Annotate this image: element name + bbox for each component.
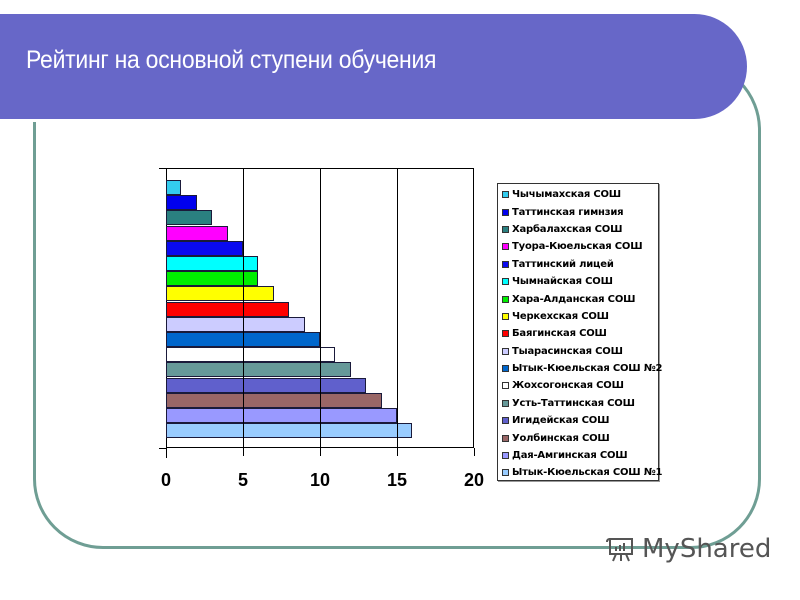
legend-swatch [502,208,509,216]
bar [166,377,367,393]
bar [166,362,351,378]
x-tick [320,448,321,456]
bar [166,392,382,408]
bar [166,347,336,363]
legend-swatch [502,312,509,320]
legend-label: Черкехская СОШ [512,310,609,322]
legend-swatch [502,260,509,268]
slide-title: Рейтинг на основной ступени обучения [26,46,437,74]
legend-item: Тыарасинская СОШ [502,343,658,360]
x-tick-label: 0 [160,470,171,490]
legend-item: Чымнайская СОШ [502,273,658,290]
legend-label: Ытык-Кюельская СОШ №1 [512,467,663,479]
watermark-text: MyShared [642,534,772,564]
watermark: MyShared [606,534,771,564]
legend-label: Ытык-Кюельская СОШ №2 [512,363,663,375]
legend-item: Жохсогонская СОШ [502,377,658,394]
legend-item: Уолбинская СОШ [502,429,658,446]
bar [166,423,413,439]
bar [166,180,182,195]
x-tick [166,448,167,456]
legend-item: Ытык-Кюельская СОШ №1 [502,464,662,481]
legend-swatch [502,382,509,390]
legend-label: Дая-Амгинская СОШ [512,450,628,462]
x-tick-label: 5 [237,470,248,490]
banner-divider [0,119,707,122]
x-tick [474,448,475,456]
legend-label: Чычымахская СОШ [512,189,621,201]
legend-label: Жохсогонская СОШ [512,380,624,392]
legend-item: Игидейская СОШ [502,412,658,429]
legend-swatch [502,295,509,303]
bar [166,225,228,241]
legend-item: Туора-Кюельская СОШ [502,238,658,255]
legend-swatch [502,330,509,338]
legend-label: Хара-Алданская СОШ [512,293,636,305]
legend-item: Усть-Таттинская СОШ [502,395,658,412]
x-tick-label: 10 [309,470,331,490]
legend-label: Туора-Кюельская СОШ [512,241,643,253]
gridline [397,168,398,448]
legend-label: Тыарасинская СОШ [512,345,623,357]
title-banner [0,14,747,122]
bar [166,271,259,287]
legend-item: Таттинский лицей [502,256,658,273]
bar [166,256,259,271]
bar [166,210,213,226]
bar [166,195,197,211]
bar [166,408,397,423]
y-tick [159,448,166,449]
gridline [320,168,321,448]
legend-item: Харбалахская СОШ [502,221,658,238]
legend-swatch [502,452,509,460]
legend-swatch [502,191,509,199]
legend-swatch [502,434,509,442]
bar [166,240,243,256]
bar [166,286,274,302]
legend-swatch [502,243,509,251]
legend-label: Усть-Таттинская СОШ [512,397,635,409]
legend-item: Черкехская СОШ [502,308,658,325]
legend-item: Чычымахская СОШ [502,186,658,203]
x-tick [243,448,244,456]
legend-swatch [502,347,509,355]
gridline [243,168,244,448]
legend-label: Харбалахская СОШ [512,223,623,235]
legend-label: Баягинская СОШ [512,328,607,340]
legend-swatch [502,399,509,407]
bar [166,301,290,317]
legend-item: Ытык-Кюельская СОШ №2 [502,360,662,377]
bar [166,316,305,332]
presentation-board-icon [606,538,633,562]
legend-item: Баягинская СОШ [502,325,658,342]
legend-label: Уолбинская СОШ [512,432,610,444]
x-tick-label: 15 [386,470,408,490]
x-tick [397,448,398,456]
legend-item: Хара-Алданская СОШ [502,290,658,307]
legend-label: Чымнайская СОШ [512,276,613,288]
legend-swatch [502,365,509,373]
chart-legend: Чычымахская СОШ Таттинская гимнзия Харбала… [497,183,662,481]
legend-label: Таттинская гимнзия [512,206,624,218]
legend-swatch [502,278,509,286]
legend-item: Дая-Амгинская СОШ [502,447,658,464]
legend-swatch [502,225,509,233]
legend-swatch [502,417,509,425]
legend-label: Игидейская СОШ [512,415,610,427]
legend-swatch [502,469,509,477]
y-tick [159,168,166,169]
x-tick-label: 20 [463,470,485,490]
legend-label: Таттинский лицей [512,258,614,270]
legend-item: Таттинская гимнзия [502,203,658,220]
